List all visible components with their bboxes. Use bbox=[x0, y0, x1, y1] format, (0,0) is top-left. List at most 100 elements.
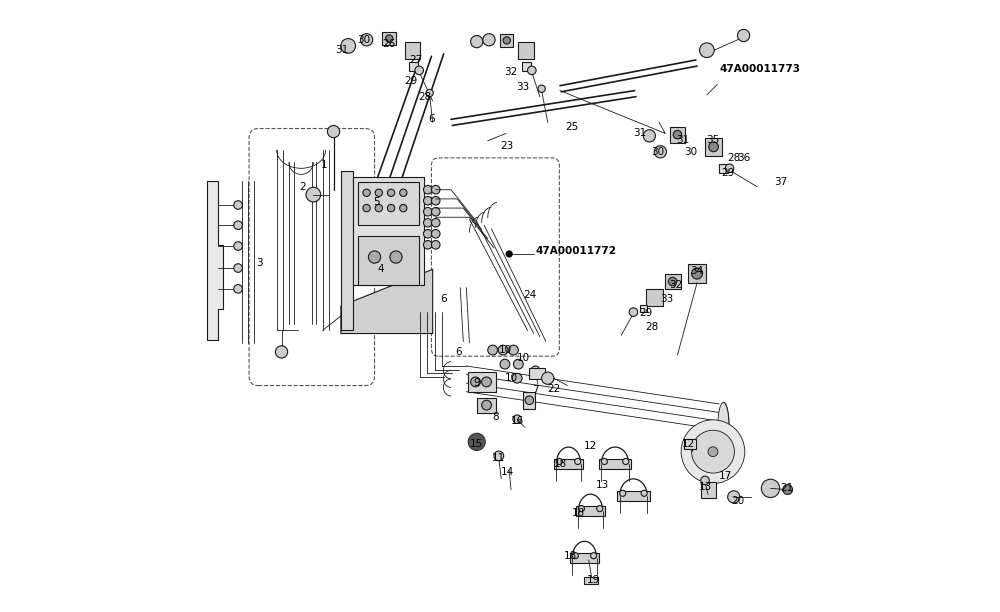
Text: 10: 10 bbox=[504, 373, 518, 383]
Circle shape bbox=[234, 242, 242, 250]
Circle shape bbox=[483, 34, 495, 46]
Bar bbox=[617, 491, 650, 501]
Circle shape bbox=[542, 372, 554, 384]
Text: 18: 18 bbox=[572, 508, 585, 518]
Circle shape bbox=[654, 146, 666, 158]
Circle shape bbox=[538, 85, 545, 92]
Circle shape bbox=[306, 187, 321, 202]
Text: 20: 20 bbox=[731, 496, 744, 506]
Polygon shape bbox=[341, 269, 433, 334]
Text: 28: 28 bbox=[727, 153, 740, 163]
Text: 21: 21 bbox=[780, 483, 793, 493]
Text: 26: 26 bbox=[382, 39, 395, 49]
Circle shape bbox=[525, 396, 534, 405]
Circle shape bbox=[368, 251, 381, 263]
Circle shape bbox=[387, 204, 395, 212]
Bar bbox=[684, 439, 696, 449]
Text: 47A00011773: 47A00011773 bbox=[719, 64, 800, 73]
Text: 32: 32 bbox=[670, 280, 683, 289]
Circle shape bbox=[692, 430, 734, 473]
Circle shape bbox=[591, 553, 597, 559]
Circle shape bbox=[572, 553, 578, 559]
Text: 11: 11 bbox=[492, 453, 505, 463]
Circle shape bbox=[234, 221, 242, 230]
Text: 15: 15 bbox=[470, 439, 483, 449]
Circle shape bbox=[431, 196, 440, 205]
Circle shape bbox=[424, 241, 432, 249]
Circle shape bbox=[431, 241, 440, 249]
Bar bbox=[522, 62, 531, 71]
Circle shape bbox=[234, 264, 242, 272]
Circle shape bbox=[360, 34, 373, 46]
Circle shape bbox=[471, 35, 483, 48]
Circle shape bbox=[431, 230, 440, 238]
Polygon shape bbox=[207, 181, 223, 340]
Circle shape bbox=[431, 185, 440, 194]
Text: 47A00011772: 47A00011772 bbox=[535, 246, 616, 256]
Circle shape bbox=[623, 458, 629, 465]
Circle shape bbox=[700, 43, 714, 58]
Text: 10: 10 bbox=[498, 345, 511, 355]
Text: 8: 8 bbox=[492, 412, 498, 422]
Bar bbox=[688, 264, 706, 283]
Circle shape bbox=[673, 130, 682, 139]
Circle shape bbox=[728, 491, 740, 503]
Bar bbox=[640, 305, 647, 312]
Text: 16: 16 bbox=[511, 416, 524, 426]
Text: 31: 31 bbox=[676, 135, 689, 144]
Text: 12: 12 bbox=[584, 441, 597, 450]
Bar bbox=[529, 368, 545, 379]
Text: 18: 18 bbox=[553, 459, 567, 469]
Text: 2: 2 bbox=[300, 182, 306, 192]
Text: 35: 35 bbox=[706, 135, 720, 144]
Bar bbox=[719, 164, 728, 173]
Bar bbox=[523, 392, 535, 409]
Circle shape bbox=[390, 251, 402, 263]
Text: 36: 36 bbox=[737, 153, 750, 163]
Circle shape bbox=[415, 66, 424, 75]
Circle shape bbox=[424, 196, 432, 205]
Bar bbox=[665, 274, 681, 289]
Circle shape bbox=[471, 377, 480, 387]
Text: 30: 30 bbox=[651, 147, 664, 157]
Circle shape bbox=[468, 433, 485, 450]
Circle shape bbox=[426, 89, 433, 97]
Text: 32: 32 bbox=[504, 67, 518, 77]
Circle shape bbox=[400, 204, 407, 212]
Text: 14: 14 bbox=[501, 468, 514, 477]
Text: 27: 27 bbox=[409, 55, 422, 65]
Circle shape bbox=[512, 373, 522, 383]
Bar bbox=[382, 32, 396, 45]
Circle shape bbox=[386, 35, 393, 42]
Circle shape bbox=[506, 251, 512, 257]
Circle shape bbox=[528, 66, 536, 75]
Text: 33: 33 bbox=[660, 294, 673, 304]
Circle shape bbox=[708, 447, 718, 457]
Circle shape bbox=[513, 359, 523, 369]
Ellipse shape bbox=[718, 403, 729, 448]
Circle shape bbox=[509, 345, 518, 355]
Text: 34: 34 bbox=[690, 266, 704, 275]
Text: 31: 31 bbox=[335, 45, 349, 55]
Text: 13: 13 bbox=[596, 480, 609, 490]
Circle shape bbox=[234, 201, 242, 209]
Text: 24: 24 bbox=[523, 290, 536, 300]
Circle shape bbox=[234, 285, 242, 293]
Circle shape bbox=[327, 125, 340, 138]
Circle shape bbox=[668, 277, 677, 286]
Circle shape bbox=[482, 400, 491, 410]
Text: 12: 12 bbox=[682, 439, 695, 449]
Circle shape bbox=[578, 506, 584, 512]
Bar bbox=[576, 506, 605, 516]
Circle shape bbox=[761, 479, 780, 498]
Circle shape bbox=[701, 476, 709, 485]
Circle shape bbox=[431, 207, 440, 216]
Text: 22: 22 bbox=[547, 384, 560, 394]
Circle shape bbox=[498, 345, 508, 355]
Text: 37: 37 bbox=[774, 177, 787, 187]
Circle shape bbox=[575, 458, 581, 465]
Circle shape bbox=[341, 39, 356, 53]
Circle shape bbox=[494, 451, 504, 461]
Text: 18: 18 bbox=[564, 551, 577, 561]
Text: 17: 17 bbox=[719, 471, 732, 481]
